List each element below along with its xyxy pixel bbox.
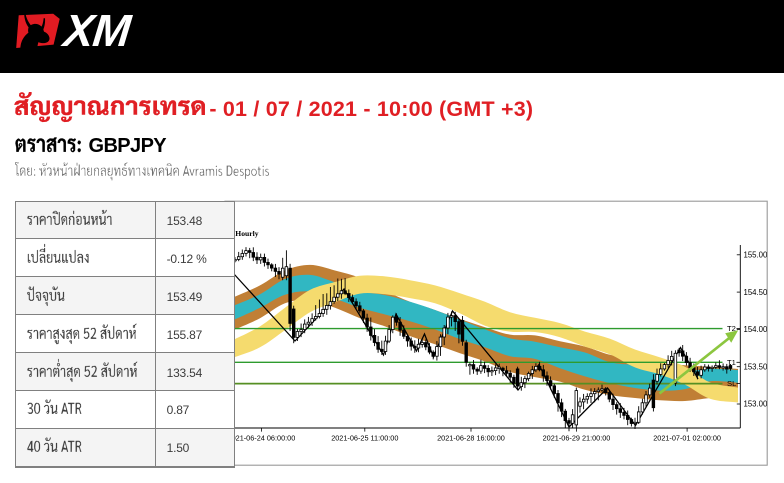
- svg-text:153.50: 153.50: [744, 362, 769, 371]
- svg-text:Hourly: Hourly: [235, 229, 258, 238]
- svg-text:154.50: 154.50: [744, 288, 769, 297]
- svg-text:153.00: 153.00: [744, 400, 769, 409]
- svg-text:T1: T1: [727, 358, 736, 367]
- svg-text:2021-06-29 21:00:00: 2021-06-29 21:00:00: [543, 434, 611, 443]
- svg-text:2021-06-24 06:00:00: 2021-06-24 06:00:00: [228, 434, 296, 443]
- svg-text:154.00: 154.00: [744, 325, 769, 334]
- svg-text:2021-06-28 16:00:00: 2021-06-28 16:00:00: [437, 434, 505, 443]
- svg-text:SL: SL: [727, 379, 736, 388]
- svg-text:155.00: 155.00: [744, 251, 769, 260]
- svg-text:2021-06-25 11:00:00: 2021-06-25 11:00:00: [331, 434, 398, 443]
- svg-text:2021-07-01 02:00:00: 2021-07-01 02:00:00: [653, 434, 721, 443]
- svg-text:T2: T2: [727, 324, 736, 333]
